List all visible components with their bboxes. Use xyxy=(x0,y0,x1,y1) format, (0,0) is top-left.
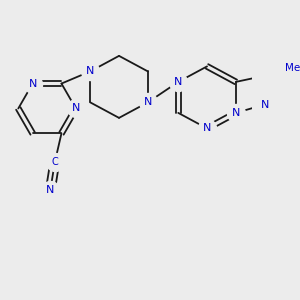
Text: N: N xyxy=(203,123,211,134)
Text: C: C xyxy=(51,157,58,167)
Text: N: N xyxy=(72,103,80,113)
Text: N: N xyxy=(46,185,55,195)
Text: Me: Me xyxy=(285,62,300,73)
Text: N: N xyxy=(28,79,37,88)
Text: N: N xyxy=(86,66,94,76)
Text: N: N xyxy=(232,108,240,118)
Text: N: N xyxy=(260,100,269,110)
Text: N: N xyxy=(144,98,152,107)
Text: N: N xyxy=(174,77,182,87)
